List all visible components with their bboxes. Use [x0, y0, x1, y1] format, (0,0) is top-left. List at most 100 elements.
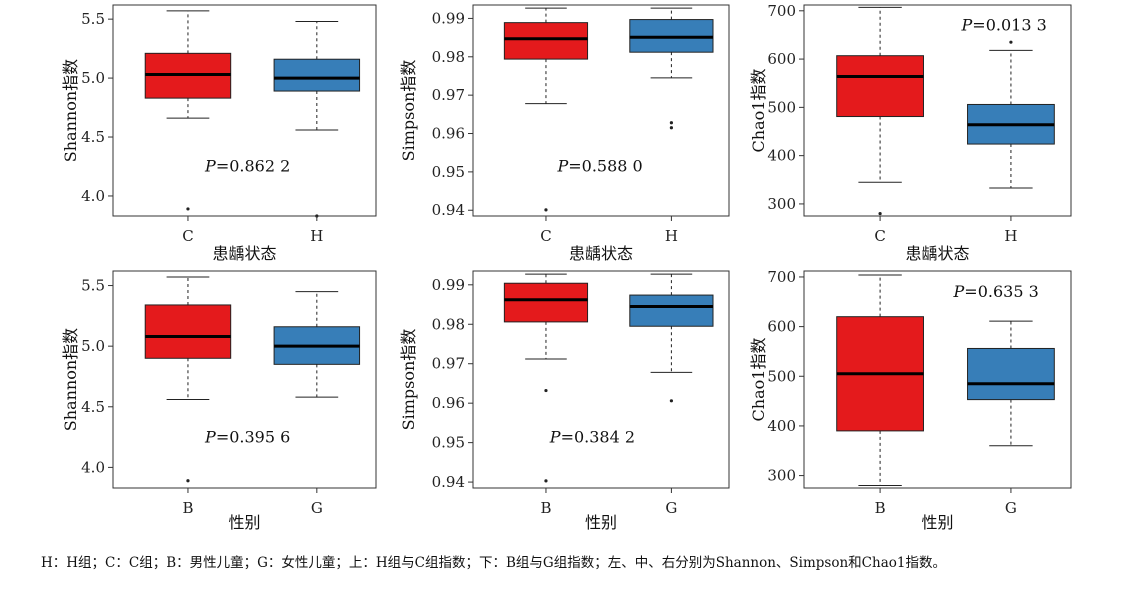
box-G: [629, 273, 714, 403]
x-tick-label: H: [665, 227, 678, 245]
x-tick-label: G: [1005, 499, 1017, 517]
x-axis-label: 性别: [921, 513, 953, 532]
y-axis-label: Chao1指数: [749, 69, 768, 153]
y-tick-label: 0.99: [432, 276, 465, 294]
box-H: [967, 40, 1055, 189]
plot-frame: [803, 4, 1072, 217]
p-value-annotation: P=0.013 3: [961, 15, 1047, 34]
y-tick-label: 600: [767, 318, 796, 336]
p-value-annotation: P=0.862 2: [204, 157, 290, 176]
y-tick-label: 500: [767, 98, 796, 116]
p-value-annotation: P=0.635 3: [953, 282, 1039, 301]
y-tick-label: 300: [767, 467, 796, 485]
box-iqr: [503, 22, 589, 60]
y-tick-label: 0.94: [432, 201, 465, 219]
x-tick-label: G: [665, 499, 677, 517]
y-tick-label: 0.95: [432, 434, 465, 452]
y-tick-label: 4.0: [81, 458, 105, 476]
x-tick-label: B: [182, 499, 193, 517]
outlier-point: [1009, 40, 1013, 44]
plot-frame: [112, 4, 377, 217]
p-value-symbol: P: [953, 282, 965, 301]
p-value-number: =0.384 2: [561, 427, 635, 446]
y-tick-label: 0.94: [432, 473, 465, 491]
y-tick-label: 0.96: [432, 125, 465, 143]
p-value-annotation: P=0.384 2: [549, 427, 635, 446]
outlier-point: [669, 126, 674, 130]
p-value-number: =0.395 6: [216, 427, 290, 446]
y-axis-label: Shannon指数: [61, 59, 80, 162]
x-tick-label: H: [1004, 227, 1017, 245]
x-tick-label: C: [540, 227, 551, 245]
p-value-number: =0.013 3: [972, 15, 1046, 34]
outlier-point: [878, 211, 882, 216]
plot-frame: [472, 270, 730, 489]
box-B: [144, 276, 232, 483]
y-tick-label: 4.5: [81, 128, 105, 146]
y-tick-label: 0.95: [432, 163, 465, 181]
p-value-symbol: P: [961, 15, 973, 34]
y-tick-label: 5.0: [81, 69, 105, 87]
panel-bottom-left: 4.0 4.5 5.0 5.5 Shannon指数 B G 性别 P=0.395 6: [61, 270, 377, 532]
plot-frame: [472, 4, 730, 217]
box-G: [273, 291, 361, 398]
y-tick-label: 300: [767, 195, 796, 213]
y-axis-label: Shannon指数: [61, 328, 80, 431]
y-tick-label: 5.5: [81, 10, 105, 28]
p-value-annotation: P=0.588 0: [556, 157, 642, 176]
y-tick-label: 0.98: [432, 48, 465, 66]
panel-top-right: 300 400 500 600 700 Chao1指数 C H 患龋状态 P=0.013 3: [749, 2, 1072, 263]
box-C: [836, 6, 924, 216]
x-tick-label: G: [311, 499, 323, 517]
box-iqr: [144, 304, 232, 359]
y-tick-label: 400: [767, 147, 796, 165]
box-B: [836, 274, 924, 487]
p-value-symbol: P: [204, 427, 216, 446]
y-tick-label: 700: [767, 268, 796, 286]
panel-top-middle: 0.94 0.95 0.96 0.97 0.98 0.99 Simpson指数 C H 患龋状态 P…: [399, 4, 730, 263]
box-iqr: [503, 282, 589, 323]
y-tick-label: 700: [767, 2, 796, 20]
y-tick-label: 4.5: [81, 398, 105, 416]
x-tick-label: C: [182, 227, 193, 245]
outlier-point: [186, 207, 190, 211]
y-tick-label: 600: [767, 50, 796, 68]
x-tick-label: B: [540, 499, 551, 517]
x-axis-label: 性别: [228, 513, 260, 532]
x-axis-label: 患龋状态: [569, 244, 633, 263]
y-tick-label: 5.5: [81, 277, 105, 295]
outlier-point: [544, 479, 548, 483]
y-tick-label: 4.0: [81, 187, 105, 205]
outlier-point: [669, 399, 674, 403]
box-H: [273, 21, 361, 218]
y-tick-label: 500: [767, 367, 796, 385]
y-tick-label: 0.97: [432, 355, 465, 373]
p-value-symbol: P: [556, 157, 568, 176]
x-axis-label: 患龋状态: [905, 244, 969, 263]
y-axis-label: Chao1指数: [749, 338, 768, 422]
y-tick-label: 400: [767, 417, 796, 435]
box-iqr: [836, 55, 924, 118]
y-tick-label: 5.0: [81, 337, 105, 355]
y-axis-label: Simpson指数: [399, 329, 418, 431]
outlier-point: [544, 388, 548, 393]
panel-top-left: 4.0 4.5 5.0 5.5 Shannon指数 C H 患龋状态 P=0.862 2: [61, 4, 377, 263]
y-axis-label: Simpson指数: [399, 60, 418, 162]
p-value-number: =0.635 3: [964, 282, 1038, 301]
plot-frame: [112, 270, 377, 489]
box-plot-figure: 4.0 4.5 5.0 5.5 Shannon指数 C H 患龋状态 P=0.862 2 0.94…: [61, 2, 1072, 532]
p-value-symbol: P: [204, 157, 216, 176]
panel-bottom-middle: 0.94 0.95 0.96 0.97 0.98 0.99 Simpson指数 B G 性别 P=0…: [399, 270, 730, 532]
x-tick-label: C: [874, 227, 885, 245]
box-iqr: [967, 347, 1055, 401]
outlier-point: [186, 479, 190, 483]
x-tick-label: H: [310, 227, 323, 245]
panel-bottom-right: 300 400 500 600 700 Chao1指数 B G 性别 P=0.635 3: [749, 268, 1072, 532]
outlier-point: [669, 121, 674, 125]
outlier-point: [544, 208, 548, 212]
box-iqr: [629, 294, 714, 327]
p-value-symbol: P: [549, 427, 561, 446]
figure-caption: H：H组；C：C组；B：男性儿童；G：女性儿童；上：H组与C组指数；下：B组与G…: [41, 555, 946, 571]
box-C: [503, 7, 589, 212]
plot-frame: [803, 270, 1072, 489]
